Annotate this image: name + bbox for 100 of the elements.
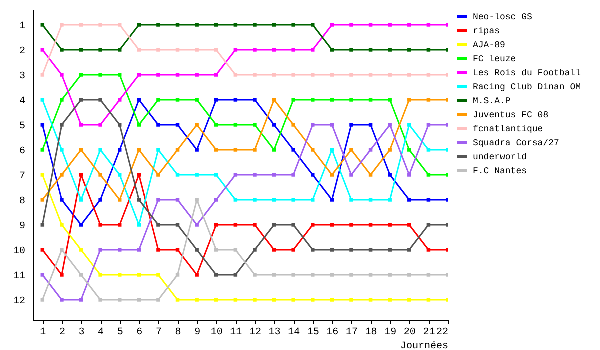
point (40, 123, 45, 127)
point (176, 298, 180, 302)
point (195, 198, 199, 202)
point (137, 98, 142, 102)
point (156, 273, 160, 277)
point (137, 223, 142, 227)
x-tick-label: 17 (346, 328, 358, 338)
point (234, 48, 238, 52)
point (253, 173, 257, 177)
point (195, 73, 199, 77)
point (408, 173, 412, 177)
y-tick-label: 2 (19, 46, 26, 58)
point (272, 173, 276, 177)
line-series (40, 123, 448, 302)
point (79, 223, 84, 227)
point (156, 148, 160, 152)
point (98, 48, 102, 52)
point (388, 173, 392, 177)
point (137, 23, 142, 27)
x-tick-label: 4 (98, 328, 104, 338)
point (214, 273, 218, 277)
point (60, 298, 64, 302)
point (214, 198, 218, 202)
point (79, 73, 84, 77)
point (176, 173, 180, 177)
point (368, 223, 373, 227)
point (137, 173, 142, 177)
point (234, 273, 238, 277)
point (98, 98, 102, 102)
point (118, 48, 122, 52)
x-tick-label: 7 (156, 328, 162, 338)
point (60, 73, 64, 77)
point (156, 98, 160, 102)
point (214, 23, 218, 27)
point (40, 148, 45, 152)
point (40, 248, 45, 252)
y-tick-label: 7 (19, 172, 26, 182)
y-tick-label: 5 (19, 122, 26, 132)
point (408, 198, 412, 202)
point (98, 298, 102, 302)
point (388, 198, 392, 202)
point (311, 298, 315, 302)
point (214, 298, 218, 302)
point (292, 198, 296, 202)
point (408, 123, 412, 127)
x-tick-label: 20 (404, 328, 416, 338)
point (350, 248, 354, 252)
point (330, 23, 334, 27)
point (408, 73, 412, 77)
point (388, 148, 392, 152)
point (137, 73, 142, 77)
point (272, 298, 276, 302)
point (118, 73, 122, 77)
point (118, 148, 122, 152)
point (79, 148, 84, 152)
point (388, 23, 392, 27)
point (234, 148, 238, 152)
point (214, 173, 218, 177)
point (98, 248, 102, 252)
point (292, 273, 296, 277)
point (311, 198, 315, 202)
point (195, 223, 199, 227)
x-tick-label: 1 (40, 328, 46, 338)
point (176, 198, 180, 202)
x-tick-label: 22 (436, 328, 448, 338)
point (426, 148, 431, 152)
point (234, 248, 238, 252)
point (350, 48, 354, 52)
point (388, 73, 392, 77)
point (234, 198, 238, 202)
point (195, 273, 199, 277)
point (40, 273, 45, 277)
point (292, 73, 296, 77)
point (137, 48, 142, 52)
point (156, 123, 160, 127)
point (350, 273, 354, 277)
x-tick-label: 14 (288, 328, 300, 338)
point (330, 73, 334, 77)
point (426, 173, 431, 177)
point (176, 73, 180, 77)
point (214, 48, 218, 52)
point (156, 248, 160, 252)
legend-label: Racing Club Dinan OM (473, 82, 582, 92)
point (350, 198, 354, 202)
point (426, 298, 431, 302)
point (368, 198, 373, 202)
point (176, 248, 180, 252)
point (79, 298, 84, 302)
point (60, 198, 64, 202)
point (98, 123, 102, 127)
x-tick-label: 10 (210, 328, 223, 338)
point (330, 173, 334, 177)
point (330, 223, 334, 227)
point (272, 198, 276, 202)
y-tick-label: 9 (19, 222, 26, 232)
point (98, 23, 102, 27)
point (176, 98, 180, 102)
y-tick-label: 11 (13, 272, 26, 282)
legend-label: Squadra Corsa/27 (473, 138, 560, 148)
point (60, 273, 64, 277)
